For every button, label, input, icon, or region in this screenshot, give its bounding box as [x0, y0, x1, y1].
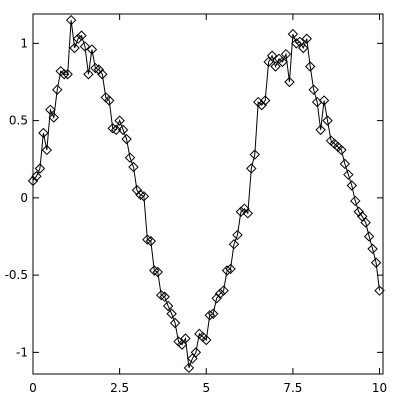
marker [76, 30, 87, 41]
marker [86, 44, 98, 55]
marker [162, 300, 174, 312]
marker [138, 191, 150, 202]
data-line [32, 20, 381, 368]
marker [41, 144, 53, 156]
marker [214, 288, 226, 299]
marker [318, 95, 330, 106]
marker [90, 62, 101, 74]
marker [107, 123, 118, 134]
marker [363, 231, 375, 242]
marker [298, 42, 309, 54]
marker [221, 265, 233, 276]
marker [360, 217, 371, 228]
marker [124, 152, 136, 163]
marker [301, 33, 312, 44]
marker [339, 158, 351, 170]
marker [166, 308, 177, 319]
marker [62, 69, 73, 80]
marker [256, 99, 267, 111]
marker [110, 124, 122, 136]
marker [48, 112, 59, 123]
marker [367, 243, 378, 255]
marker [228, 239, 240, 250]
marker [79, 41, 91, 52]
x-tick-label: 7.5 [283, 381, 302, 395]
marker [27, 175, 39, 187]
marker [34, 163, 46, 174]
marker [249, 149, 260, 160]
marker [65, 14, 77, 26]
marker [156, 289, 167, 301]
marker [370, 257, 382, 268]
marker [72, 33, 84, 44]
marker [284, 76, 295, 88]
marker [266, 50, 278, 61]
marker [31, 171, 42, 182]
marker [159, 291, 170, 302]
marker [315, 124, 326, 136]
marker [142, 234, 153, 245]
marker [128, 161, 139, 173]
marker [225, 263, 236, 275]
marker [287, 28, 299, 40]
marker [322, 115, 333, 126]
marker [305, 61, 316, 72]
marker [246, 163, 257, 174]
marker [52, 84, 63, 95]
marker [183, 362, 195, 374]
x-tick-label: 5 [202, 381, 210, 395]
y-tick-label: 0 [20, 191, 28, 205]
marker [232, 229, 243, 241]
marker [201, 334, 212, 346]
x-tick-label: 10 [372, 381, 387, 395]
marker [83, 69, 94, 80]
y-tick-label: -0.5 [5, 268, 28, 282]
marker [336, 144, 347, 156]
y-tick-label: 1 [20, 36, 28, 50]
marker [218, 285, 229, 296]
marker [93, 64, 105, 75]
marker [291, 38, 302, 49]
marker [117, 124, 129, 136]
marker [38, 127, 49, 139]
marker [374, 285, 385, 296]
marker [121, 133, 132, 145]
marker [211, 293, 222, 304]
plot-frame [32, 13, 384, 375]
marker [308, 84, 319, 95]
marker [353, 206, 364, 217]
marker [259, 95, 271, 106]
marker [180, 333, 191, 344]
marker [149, 265, 160, 276]
marker [45, 104, 56, 116]
marker [239, 203, 250, 214]
marker [69, 42, 80, 54]
y-tick-label: -1 [16, 345, 28, 359]
marker [235, 206, 247, 217]
marker [152, 266, 163, 278]
marker [207, 308, 219, 319]
marker [135, 189, 146, 200]
marker [58, 69, 70, 80]
y-tick-label: 0.5 [9, 114, 28, 128]
x-tick-label: 0 [29, 381, 37, 395]
marker [145, 235, 157, 247]
marker [277, 56, 288, 68]
marker [270, 61, 281, 72]
marker [343, 169, 354, 180]
marker [280, 48, 292, 60]
marker [104, 95, 115, 106]
marker [242, 208, 254, 219]
marker [204, 310, 215, 321]
marker [114, 115, 125, 126]
marker [346, 180, 358, 191]
marker [350, 195, 361, 207]
marker [97, 69, 108, 80]
marker [190, 347, 202, 358]
marker [131, 184, 143, 196]
marker [169, 317, 181, 329]
x-tick-label: 2.5 [110, 381, 129, 395]
